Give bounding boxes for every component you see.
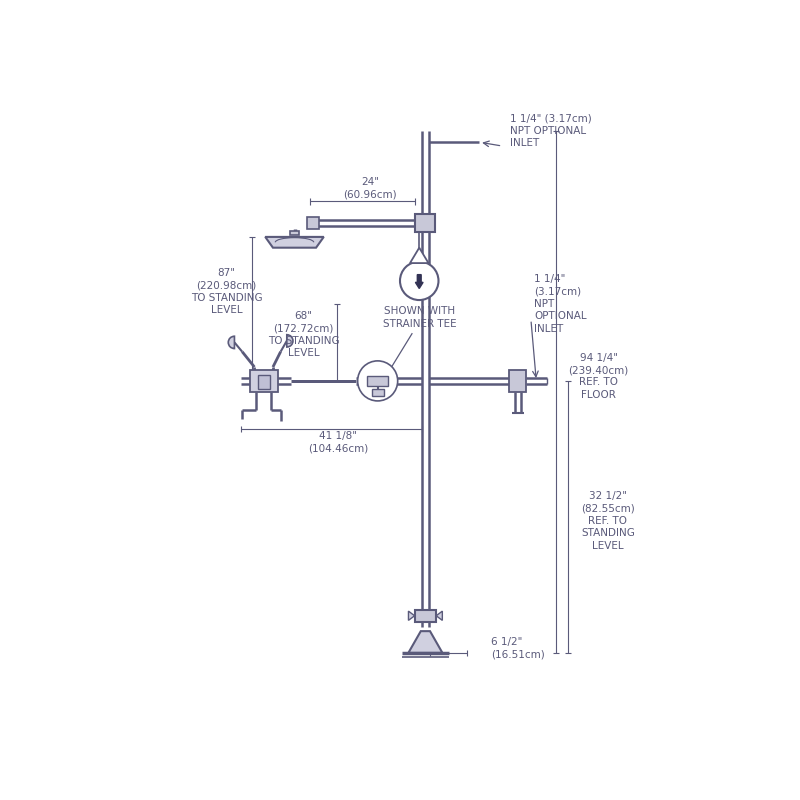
Polygon shape <box>410 248 429 263</box>
Wedge shape <box>287 334 293 347</box>
Text: 32 1/2"
(82.55cm)
REF. TO
STANDING
LEVEL: 32 1/2" (82.55cm) REF. TO STANDING LEVEL <box>581 491 635 551</box>
Polygon shape <box>409 611 414 620</box>
Bar <box>258 374 270 389</box>
Text: 94 1/4"
(239.40cm)
REF. TO
FLOOR: 94 1/4" (239.40cm) REF. TO FLOOR <box>569 353 629 400</box>
FancyArrow shape <box>415 274 423 289</box>
Bar <box>250 370 278 392</box>
Bar <box>371 389 384 396</box>
Bar <box>307 217 319 230</box>
Circle shape <box>400 262 438 300</box>
Text: 1 1/4" (3.17cm)
NPT OPTIONAL
INLET: 1 1/4" (3.17cm) NPT OPTIONAL INLET <box>510 114 592 148</box>
Circle shape <box>358 361 398 401</box>
Text: 24"
(60.96cm): 24" (60.96cm) <box>343 177 397 200</box>
Text: SHOWN WITH
STRAINER TEE: SHOWN WITH STRAINER TEE <box>383 306 457 329</box>
Text: 1 1/4"
(3.17cm)
NPT
OPTIONAL
INLET: 1 1/4" (3.17cm) NPT OPTIONAL INLET <box>534 274 586 334</box>
Bar <box>509 370 526 392</box>
Bar <box>367 375 389 386</box>
Text: 41 1/8"
(104.46cm): 41 1/8" (104.46cm) <box>308 431 369 454</box>
Polygon shape <box>409 631 442 653</box>
Bar <box>414 214 434 232</box>
Bar <box>290 230 299 235</box>
Text: 87"
(220.98cm)
TO STANDING
LEVEL: 87" (220.98cm) TO STANDING LEVEL <box>191 268 262 315</box>
Text: 68"
(172.72cm)
TO STANDING
LEVEL: 68" (172.72cm) TO STANDING LEVEL <box>268 311 339 358</box>
Polygon shape <box>436 611 442 620</box>
Polygon shape <box>266 237 324 248</box>
Text: 6 1/2"
(16.51cm): 6 1/2" (16.51cm) <box>491 637 545 659</box>
Bar <box>414 610 436 622</box>
Wedge shape <box>228 336 234 349</box>
